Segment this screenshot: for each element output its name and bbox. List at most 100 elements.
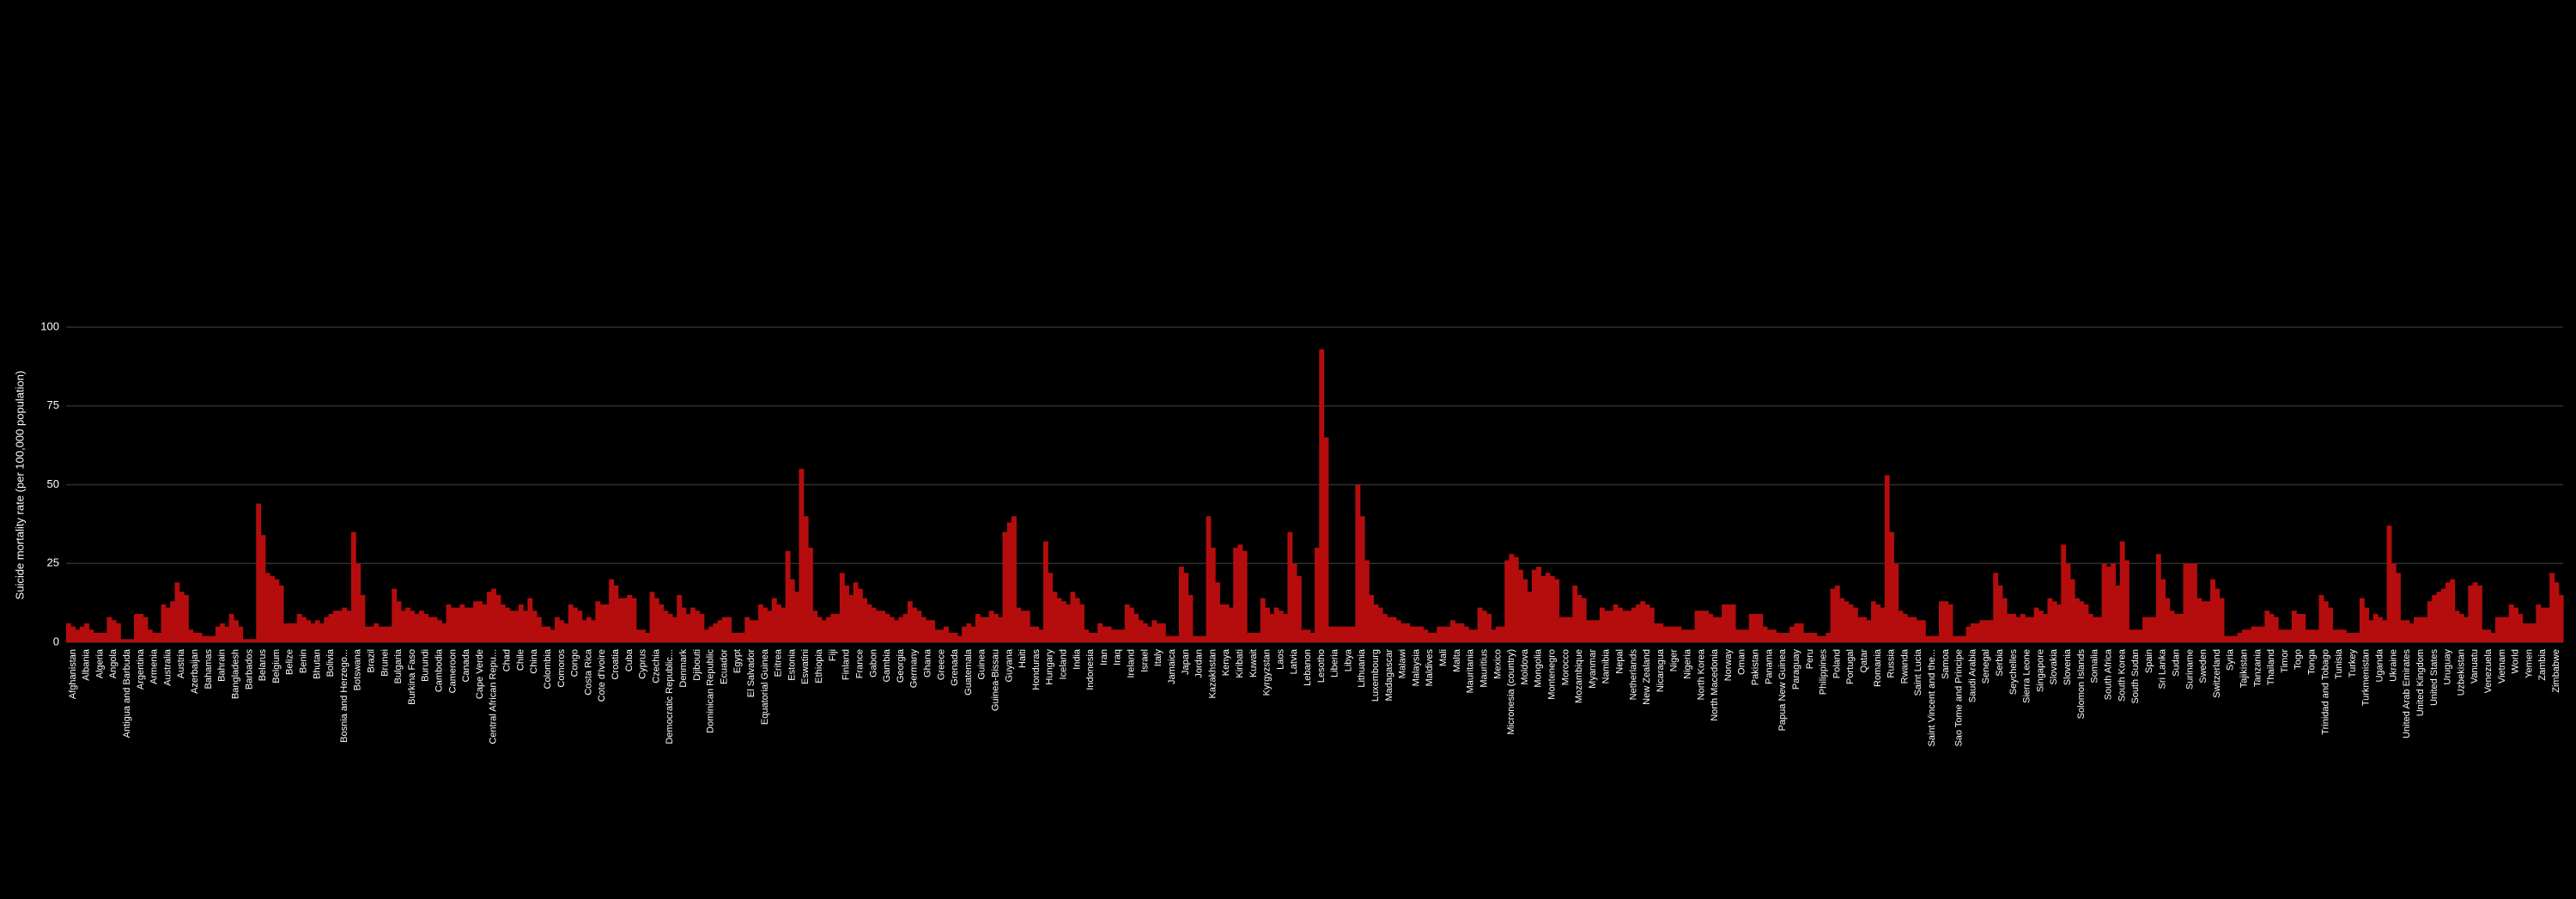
bar	[1160, 623, 1166, 642]
bar	[513, 610, 519, 642]
bar	[622, 598, 628, 642]
x-tick-label: Malta	[1452, 648, 1462, 672]
x-tick-label: Canada	[461, 648, 471, 682]
bar	[1323, 437, 1329, 642]
x-tick-label: Lesotho	[1316, 649, 1327, 683]
y-tick-label: 75	[47, 398, 59, 411]
bar	[441, 623, 447, 642]
bar	[916, 610, 922, 642]
bar	[2540, 607, 2546, 642]
bar	[1052, 592, 1058, 642]
x-tick-label: Estonia	[787, 648, 797, 681]
x-tick-label: Finland	[841, 649, 852, 680]
bar	[129, 639, 135, 642]
x-tick-label: Syria	[2226, 648, 2236, 671]
bar	[2129, 629, 2135, 642]
bar	[2309, 629, 2315, 642]
bar	[1604, 610, 1610, 642]
bar	[1124, 604, 1130, 642]
bar	[1419, 626, 1425, 642]
bar	[609, 579, 615, 642]
y-tick-label: 25	[47, 556, 59, 569]
x-tick-label: Iceland	[1059, 649, 1069, 679]
bar	[930, 620, 936, 642]
x-tick-label: Belgium	[271, 649, 282, 683]
bar	[2531, 623, 2537, 642]
bar	[1291, 563, 1297, 642]
bar	[324, 617, 330, 642]
x-tick-label: Libya	[1343, 648, 1353, 671]
bar	[2544, 607, 2550, 642]
bar	[2554, 582, 2560, 642]
bar	[1649, 607, 1655, 642]
bar	[1730, 604, 1736, 642]
bar	[980, 617, 986, 642]
bar	[1463, 626, 1469, 642]
x-tick-label: Kazakhstan	[1207, 649, 1218, 698]
bar	[106, 617, 112, 642]
bar	[183, 594, 189, 642]
bar	[238, 626, 244, 642]
bar	[1784, 632, 1790, 642]
bar	[975, 613, 981, 642]
bar	[1680, 629, 1686, 642]
bar	[1066, 604, 1072, 642]
bar	[2069, 579, 2075, 642]
bar	[577, 610, 583, 642]
x-tick-label: Mauritania	[1466, 648, 1476, 693]
bar	[410, 610, 416, 642]
bar	[2075, 598, 2080, 642]
bar	[2201, 601, 2207, 642]
bar	[1016, 607, 1022, 642]
bar	[2396, 573, 2401, 642]
bar	[1979, 620, 1985, 642]
bar	[830, 613, 836, 642]
bar	[134, 613, 139, 642]
x-tick-label: Seychelles	[2008, 649, 2019, 696]
bar	[762, 607, 769, 642]
y-tick-label: 0	[53, 635, 59, 647]
bar	[1097, 623, 1103, 642]
bar	[1346, 626, 1352, 642]
bar	[1988, 620, 1994, 642]
bar	[1631, 607, 1637, 642]
bar	[283, 623, 289, 642]
bar	[1722, 604, 1727, 642]
bar	[925, 620, 931, 642]
bar	[2065, 563, 2071, 642]
bar	[1333, 626, 1338, 642]
bar	[509, 610, 515, 642]
x-tick-label: Bhutan	[312, 649, 322, 679]
bar	[1626, 610, 1632, 642]
bar	[1943, 601, 1949, 642]
x-tick-label: Nepal	[1615, 649, 1625, 674]
x-tick-label: Ukraine	[2388, 649, 2398, 682]
x-tick-label: Nigeria	[1683, 648, 1693, 679]
bar	[889, 617, 895, 642]
bar	[1961, 635, 1967, 642]
bar	[1468, 629, 1473, 642]
x-tick-label: Czechia	[651, 648, 661, 683]
bar	[2323, 601, 2329, 642]
bar	[220, 623, 225, 642]
bar	[2223, 635, 2229, 642]
bar	[1070, 592, 1076, 642]
x-tick-label: Togo	[2293, 649, 2304, 670]
bar	[1748, 613, 1754, 642]
bar	[857, 588, 863, 642]
x-tick-label: Cape Verde	[475, 649, 485, 699]
bar	[1287, 532, 1293, 642]
bar	[396, 601, 402, 642]
bar	[2255, 626, 2261, 642]
x-tick-label: Senegal	[1981, 649, 1991, 683]
bar	[138, 613, 144, 642]
x-tick-label: Greece	[936, 649, 946, 680]
bar	[2119, 541, 2125, 642]
bar	[1309, 632, 1315, 642]
bar	[2165, 598, 2171, 642]
x-tick-label: Montenegro	[1546, 649, 1557, 700]
bar	[2508, 604, 2514, 642]
x-tick-label: Saint Vincent and the...	[1927, 649, 1937, 747]
bar	[1024, 610, 1030, 642]
x-tick-label: Mauritius	[1479, 649, 1489, 688]
